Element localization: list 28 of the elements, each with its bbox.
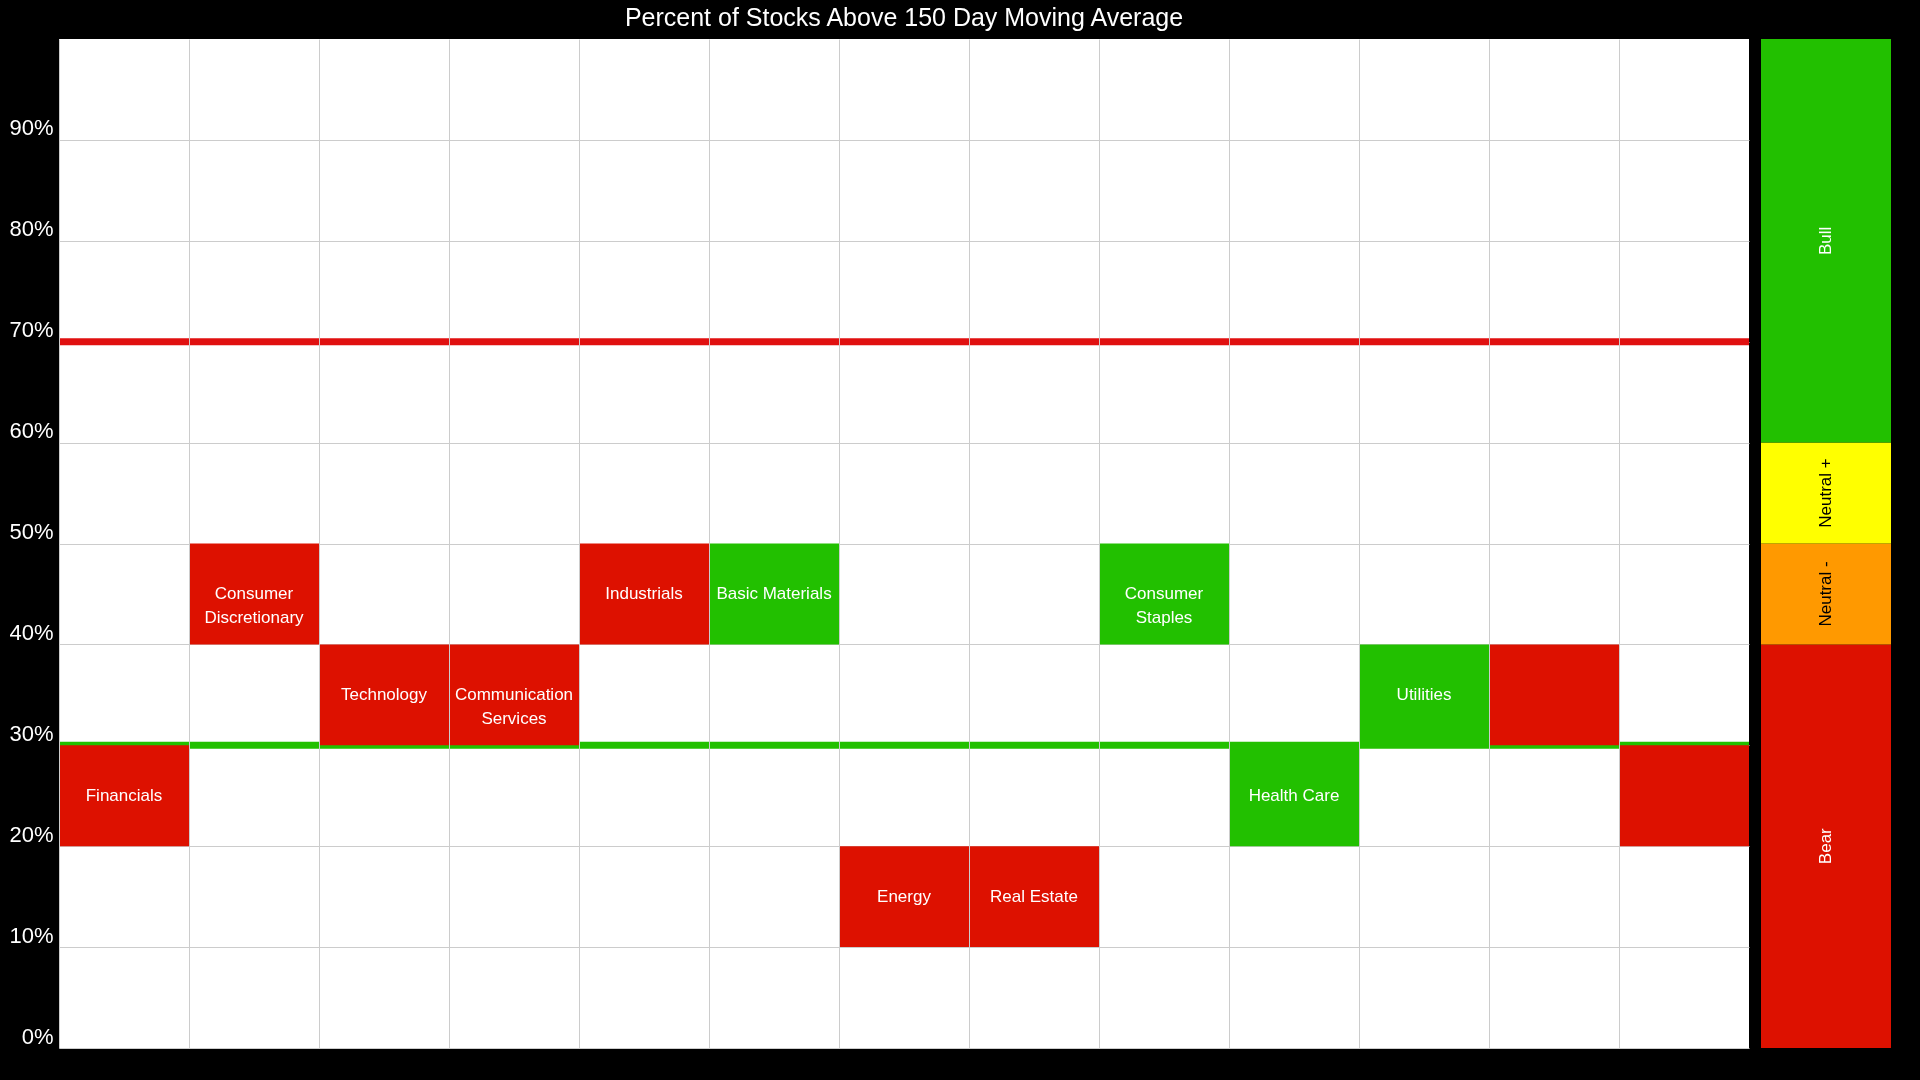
- y-tick-label: 60%: [9, 418, 54, 444]
- y-tick-label: 90%: [9, 115, 54, 141]
- bar: [1761, 442, 1891, 544]
- y-tick-label: 30%: [9, 720, 54, 746]
- series-label: Bear: [1816, 827, 1835, 865]
- y-tick-label: 80%: [9, 216, 54, 242]
- category-label: Communication Services: [454, 684, 574, 728]
- category-label: Financials: [85, 785, 163, 805]
- category-label: Consumer Staples: [1124, 583, 1204, 627]
- category-label: Real Estate: [990, 886, 1078, 906]
- series-label: Neutral -: [1816, 561, 1835, 627]
- series-label: Bull: [1816, 226, 1835, 255]
- category-label: Technology: [340, 684, 428, 704]
- category-label: Utilities: [1396, 684, 1452, 704]
- category-label: Industrials: [605, 583, 683, 603]
- category-label: Energy: [877, 886, 931, 906]
- category-label: Consumer Discretionary: [204, 583, 304, 627]
- chart-title: Percent of Stocks Above 150 Day Moving Average: [624, 3, 1184, 31]
- series-label: Neutral +: [1816, 458, 1835, 528]
- y-tick-label: 0%: [21, 1023, 54, 1049]
- y-tick-label: 10%: [9, 922, 54, 948]
- bar: [1761, 543, 1891, 645]
- category-label: Basic Materials: [716, 583, 832, 603]
- category-label: Health Care: [1248, 785, 1340, 805]
- y-tick-label: 40%: [9, 619, 54, 645]
- y-tick-label: 50%: [9, 519, 54, 544]
- y-tick-label: 70%: [9, 317, 54, 343]
- y-tick-label: 20%: [9, 821, 54, 847]
